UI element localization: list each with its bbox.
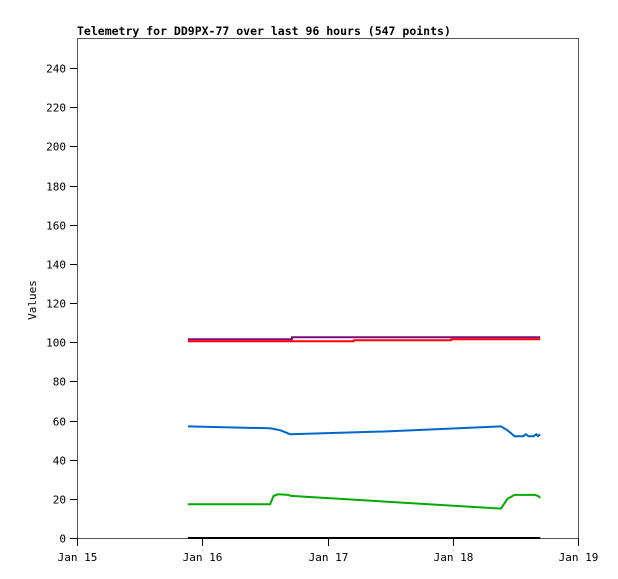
chart-title: Telemetry for DD9PX-77 over last 96 hour…: [77, 24, 451, 38]
x-tick-label: Jan 18: [434, 551, 474, 564]
y-tick-label: 200: [46, 141, 66, 154]
y-tick-label: 60: [53, 416, 66, 429]
y-tick-label: 240: [46, 63, 66, 76]
y-tick-label: 20: [53, 494, 66, 507]
y-tick-label: 0: [59, 533, 66, 546]
x-tick-label: Jan 15: [58, 551, 98, 564]
y-axis-label: Values: [26, 280, 39, 320]
y-tick-label: 40: [53, 455, 66, 468]
series-line-2: [187, 425, 541, 438]
x-tick-label: Jan 19: [559, 551, 599, 564]
y-tick-label: 180: [46, 181, 66, 194]
x-tick-label: Jan 16: [183, 551, 223, 564]
plot-frame: [77, 38, 579, 539]
x-tick-label: Jan 17: [309, 551, 349, 564]
y-tick-label: 100: [46, 337, 66, 350]
series-line-1: [187, 338, 541, 343]
series-line-3: [187, 493, 541, 510]
y-tick-label: 120: [46, 298, 66, 311]
series-line-0: [187, 336, 541, 341]
y-tick-label: 160: [46, 220, 66, 233]
y-tick-label: 80: [53, 376, 66, 389]
y-tick-label: 220: [46, 102, 66, 115]
y-tick-label: 140: [46, 259, 66, 272]
